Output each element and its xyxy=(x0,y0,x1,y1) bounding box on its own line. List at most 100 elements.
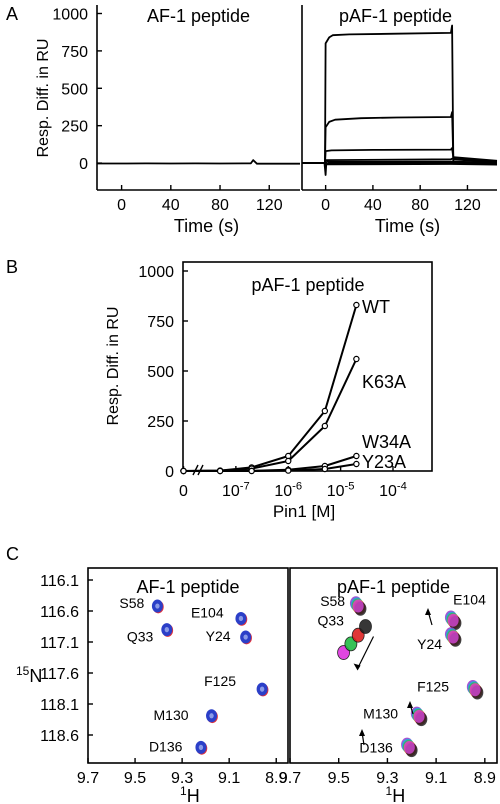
panel-letter-c: C xyxy=(6,544,19,564)
panel-c-peak-label: Y24 xyxy=(417,636,442,652)
panel-b-marker xyxy=(321,407,329,415)
panel-c-x-tick-label: 9.7 xyxy=(279,770,301,787)
panel-c-shift-arrowhead xyxy=(425,608,431,615)
panel-a-x-tick-label: 80 xyxy=(211,197,229,214)
panel-b-line xyxy=(183,358,358,472)
panel-c-peak-center xyxy=(155,603,160,609)
panel-b-marker xyxy=(321,422,329,430)
panel-a-x-tick-label: 40 xyxy=(162,197,180,214)
panel-b-marker xyxy=(321,465,329,473)
panel-c-shift-arrowhead xyxy=(407,701,413,708)
panel-b-marker xyxy=(353,460,360,468)
panel-a-x-tick-label: 120 xyxy=(256,197,283,214)
panel-letter-a: A xyxy=(6,4,18,24)
panel-b-marker xyxy=(285,457,292,465)
panel-c-peak xyxy=(447,630,459,644)
panel-a-y-tick-label: 500 xyxy=(61,81,88,98)
panel-c-x-axis-label: 1H xyxy=(180,784,200,804)
panel-c-peak xyxy=(352,599,364,613)
panel-c-title: pAF-1 peptide xyxy=(337,577,450,597)
panel-c-x-tick-label: 9.7 xyxy=(77,770,99,787)
panel-c-frame xyxy=(87,567,289,764)
panel-c-x-axis-label: 1H xyxy=(386,784,406,804)
panel-c-peak-label: F125 xyxy=(204,673,236,689)
panel-c-peak-label: E104 xyxy=(453,591,486,607)
panel-a-y-tick-label: 250 xyxy=(61,119,88,136)
panel-letter-b: B xyxy=(6,257,18,277)
panel-b-x-tick-label: 10-7 xyxy=(222,481,250,500)
panel-b-y-axis-label: Resp. Diff. in RU xyxy=(105,307,122,426)
panel-b-marker xyxy=(285,467,292,474)
panel-c-shift-arrowhead xyxy=(359,729,365,736)
panel-b-series-label: W34A xyxy=(362,432,411,452)
panel-a-trace xyxy=(97,159,300,165)
panel-b-x-tick-label: 0 xyxy=(179,483,188,500)
panel-c-peak xyxy=(413,709,425,723)
panel-a-x-axis-label: Time (s) xyxy=(375,216,440,236)
panel-c-y-axis-label: 15N xyxy=(16,664,42,686)
panel-c-peak-center xyxy=(209,713,214,719)
panel-c-y-tick-label: 117.1 xyxy=(40,635,79,652)
panel-b-x-tick-label: 10-6 xyxy=(274,481,302,500)
panel-a-x-tick-label: 120 xyxy=(454,197,481,214)
panel-c-peak-label: D136 xyxy=(359,739,393,755)
panel-c-frame xyxy=(289,567,498,764)
panel-b-y-tick-label: 0 xyxy=(165,464,174,481)
panel-c-peak-label: S58 xyxy=(320,593,345,609)
panel-a-y-tick-label: 750 xyxy=(61,44,88,61)
panel-c-peak xyxy=(403,740,415,754)
panel-b-marker xyxy=(353,452,360,460)
panel-b-y-tick-label: 1000 xyxy=(138,264,174,281)
panel-a-x-tick-label: 0 xyxy=(117,197,126,214)
panel-b-y-tick-label: 750 xyxy=(147,314,174,331)
panel-b-line xyxy=(183,463,357,472)
panel-c-peak-label: E104 xyxy=(191,604,224,620)
panel-c-x-tick-label: 9.5 xyxy=(124,770,146,787)
panel-b-marker xyxy=(248,467,255,475)
panel-c-peak xyxy=(447,613,459,627)
panel-b-marker xyxy=(180,467,187,475)
panel-b-marker xyxy=(353,301,360,309)
panel-c-title: AF-1 peptide xyxy=(136,577,239,597)
panel-c-x-tick-label: 9.3 xyxy=(376,770,398,787)
panel-c-peak-label: Q33 xyxy=(127,629,154,645)
panel-c-peak xyxy=(469,683,481,697)
panel-c-shift-arrowhead xyxy=(353,663,361,671)
panel-c-peak-center xyxy=(198,744,204,751)
panel-b-title: pAF-1 peptide xyxy=(251,275,364,295)
panel-c-peak-label: Y24 xyxy=(206,628,231,644)
panel-c-x-tick-label: 9.5 xyxy=(328,770,350,787)
panel-b-series-label: WT xyxy=(362,297,390,317)
panel-c-peak-label: D136 xyxy=(149,738,183,754)
panel-a-x-axis-label: Time (s) xyxy=(174,216,239,236)
panel-a-title: AF-1 peptide xyxy=(147,6,250,26)
panel-c-x-tick-label: 8.9 xyxy=(265,770,287,787)
panel-a-trace xyxy=(302,147,498,165)
panel-c-peak-center xyxy=(259,686,265,692)
panel-c-peak-label: M130 xyxy=(154,707,189,723)
panel-a-trace xyxy=(302,111,498,165)
panel-a-y-axis-label: Resp. Diff. in RU xyxy=(35,39,52,158)
panel-b-x-axis-label: Pin1 [M] xyxy=(273,502,335,521)
panel-b-series-label: Y23A xyxy=(362,452,406,472)
panel-c-y-tick-label: 116.1 xyxy=(40,573,79,590)
panel-b-line xyxy=(183,304,358,472)
panel-c-peak-label: Q33 xyxy=(317,613,344,629)
panel-a-x-tick-label: 40 xyxy=(364,197,382,214)
panel-b-series-label: K63A xyxy=(362,372,406,392)
panel-b-y-tick-label: 250 xyxy=(147,414,174,431)
panel-a-y-tick-label: 0 xyxy=(79,156,88,173)
panel-c-shift-arrow xyxy=(357,636,375,669)
panel-c-x-tick-label: 9.1 xyxy=(218,770,240,787)
panel-c-y-tick-label: 118.1 xyxy=(40,697,79,714)
panel-b-x-tick-label: 10-5 xyxy=(327,481,355,500)
panel-a-title: pAF-1 peptide xyxy=(339,6,452,26)
panel-a-x-tick-label: 0 xyxy=(321,197,330,214)
panel-c-x-tick-label: 9.3 xyxy=(171,770,193,787)
panel-c-y-tick-label: 118.6 xyxy=(40,728,79,745)
panel-c-peak-label: F125 xyxy=(417,679,449,695)
panel-a-trace xyxy=(302,162,497,176)
panel-c-peak-center xyxy=(243,634,248,640)
panel-a-trace xyxy=(302,24,498,165)
